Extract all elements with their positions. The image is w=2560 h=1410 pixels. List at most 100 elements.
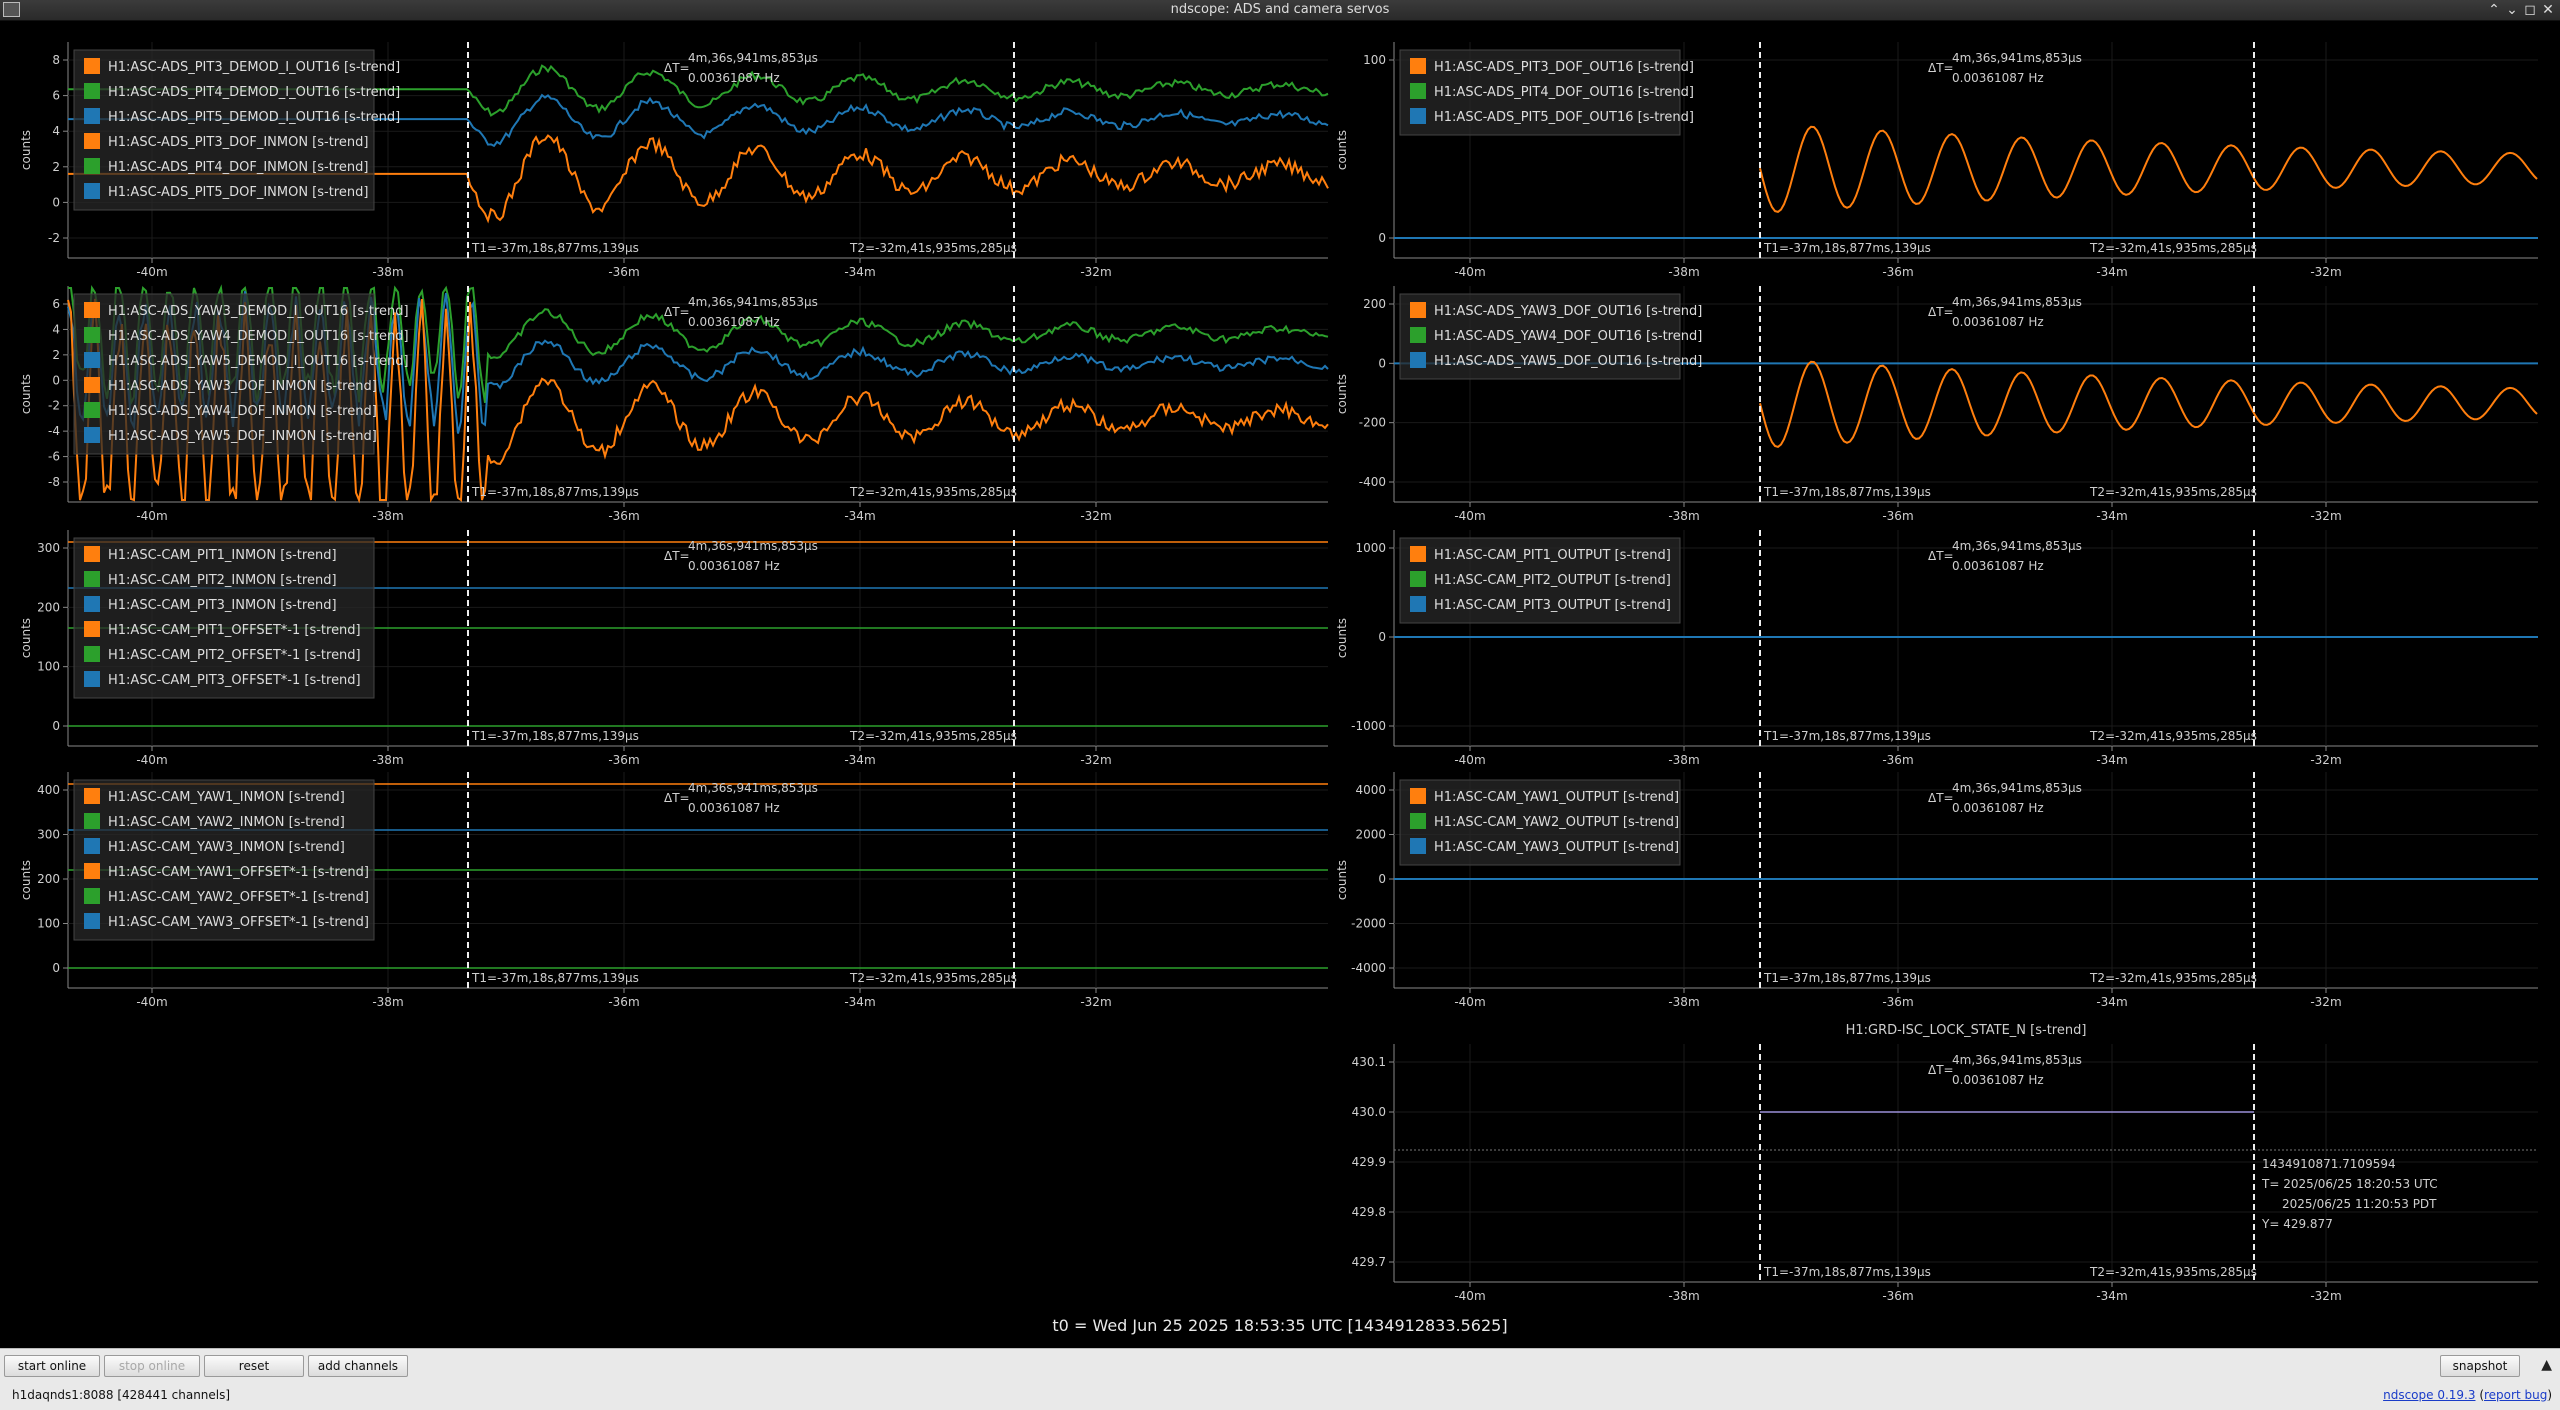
t1-label: T1=-37m,18s,877ms,139μs: [1763, 729, 1931, 743]
delta-time: 4m,36s,941ms,853μs: [1952, 295, 2082, 309]
x-tick-label: -40m: [1454, 1289, 1485, 1303]
delta-time: 4m,36s,941ms,853μs: [1952, 51, 2082, 65]
y-tick-label: 8: [52, 53, 60, 67]
x-tick-label: -32m: [2310, 995, 2341, 1009]
legend-entry: H1:ASC-CAM_PIT1_INMON [s-trend]: [108, 548, 337, 563]
delta-freq: 0.00361087 Hz: [688, 559, 780, 573]
legend-swatch: [84, 838, 100, 854]
window-titlebar: ndscope: ADS and camera servos ⌃ ⌄ ◻ ✕: [0, 0, 2560, 21]
legend-box: [73, 293, 375, 455]
legend-swatch: [84, 402, 100, 418]
legend-swatch: [1410, 58, 1426, 74]
y-tick-label: 2: [52, 348, 60, 362]
legend-entry: H1:ASC-ADS_PIT5_DOF_INMON [s-trend]: [108, 185, 368, 200]
legend-entry: H1:ASC-CAM_YAW3_OUTPUT [s-trend]: [1434, 840, 1679, 855]
legend-entry: H1:ASC-CAM_PIT1_OFFSET*-1 [s-trend]: [108, 623, 361, 638]
y-tick-label: -8: [48, 475, 60, 489]
collapse-icon[interactable]: ▲: [2541, 1357, 2552, 1373]
y-tick-label: 100: [37, 660, 60, 674]
legend-entry: H1:ASC-CAM_YAW2_INMON [s-trend]: [108, 815, 345, 830]
x-tick-label: -38m: [372, 995, 403, 1009]
x-tick-label: -32m: [2310, 753, 2341, 767]
legend-entry: H1:ASC-ADS_PIT4_DEMOD_I_OUT16 [s-trend]: [108, 85, 400, 100]
t2-label: T2=-32m,41s,935ms,285μs: [849, 971, 1017, 985]
start-online-button[interactable]: start online: [4, 1355, 100, 1377]
y-tick-label: 300: [37, 541, 60, 555]
cursor-info-line: 1434910871.7109594: [2262, 1157, 2396, 1171]
legend-swatch: [84, 158, 100, 174]
t2-label: T2=-32m,41s,935ms,285μs: [849, 241, 1017, 255]
legend-entry: H1:ASC-ADS_YAW5_DOF_INMON [s-trend]: [108, 429, 377, 444]
delta-time: 4m,36s,941ms,853μs: [688, 539, 818, 553]
plot-panel-p7: -40m -38m -36m -34m -32m 400 300 200 100 0 counts T…: [19, 772, 1328, 1009]
y-tick-label: 200: [37, 600, 60, 614]
close-icon[interactable]: ✕: [2542, 2, 2554, 18]
plot-panel-p2: -40m -38m -36m -34m -32m 100 0 counts T1=-37m,18…: [1335, 42, 2538, 279]
delta-label: ΔT=: [664, 61, 690, 75]
snapshot-button[interactable]: snapshot: [2440, 1355, 2520, 1377]
legend-swatch: [84, 352, 100, 368]
x-tick-label: -36m: [608, 509, 639, 523]
maximize-icon[interactable]: ◻: [2524, 2, 2536, 18]
reset-button[interactable]: reset: [204, 1355, 304, 1377]
y-tick-label: 200: [1363, 297, 1386, 311]
restore-icon[interactable]: ⌄: [2506, 2, 2518, 18]
x-tick-label: -40m: [1454, 753, 1485, 767]
y-axis-label: counts: [1335, 374, 1349, 414]
delta-time: 4m,36s,941ms,853μs: [1952, 539, 2082, 553]
x-tick-label: -36m: [1882, 1289, 1913, 1303]
x-tick-label: -34m: [2096, 1289, 2127, 1303]
add-channels-button[interactable]: add channels: [308, 1355, 408, 1377]
y-tick-label: -4000: [1351, 961, 1386, 975]
t1-label: T1=-37m,18s,877ms,139μs: [1763, 241, 1931, 255]
y-tick-label: 4: [52, 322, 60, 336]
minimize-icon[interactable]: ⌃: [2488, 2, 2500, 18]
delta-freq: 0.00361087 Hz: [688, 801, 780, 815]
legend-entry: H1:ASC-CAM_PIT2_INMON [s-trend]: [108, 573, 337, 588]
y-tick-label: -2000: [1351, 917, 1386, 931]
legend-swatch: [84, 888, 100, 904]
version-link[interactable]: ndscope 0.19.3: [2383, 1388, 2476, 1402]
delta-label: ΔT=: [664, 305, 690, 319]
legend-swatch: [1410, 788, 1426, 804]
legend-swatch: [1410, 108, 1426, 124]
t1-label: T1=-37m,18s,877ms,139μs: [1763, 1265, 1931, 1279]
legend-swatch: [84, 58, 100, 74]
legend-swatch: [1410, 352, 1426, 368]
plot-title: H1:GRD-ISC_LOCK_STATE_N [s-trend]: [1846, 1023, 2087, 1038]
plot-area[interactable]: -40m -38m -36m -34m -32m 8 6 4 2 0 -2 counts T1=-37m…: [0, 20, 2560, 1316]
plot-panel-p6: -40m -38m -36m -34m -32m 1000 0 -1000 counts T1=-…: [1335, 530, 2538, 767]
delta-freq: 0.00361087 Hz: [1952, 559, 2044, 573]
x-tick-label: -34m: [2096, 753, 2127, 767]
window-title: ndscope: ADS and camera servos: [1170, 2, 1390, 17]
legend-swatch: [1410, 327, 1426, 343]
trace-orange: [67, 298, 1329, 504]
legend-entry: H1:ASC-CAM_PIT3_INMON [s-trend]: [108, 598, 337, 613]
delta-time: 4m,36s,941ms,853μs: [1952, 1053, 2082, 1067]
x-tick-label: -32m: [2310, 1289, 2341, 1303]
x-tick-label: -38m: [372, 509, 403, 523]
app-icon[interactable]: [3, 2, 20, 17]
y-tick-label: -4: [48, 424, 60, 438]
x-tick-label: -36m: [1882, 753, 1913, 767]
x-tick-label: -36m: [1882, 509, 1913, 523]
y-axis-label: counts: [19, 860, 33, 900]
x-tick-label: -38m: [372, 753, 403, 767]
x-tick-label: -40m: [1454, 265, 1485, 279]
delta-time: 4m,36s,941ms,853μs: [1952, 781, 2082, 795]
stop-online-button[interactable]: stop online: [104, 1355, 200, 1377]
legend-swatch: [84, 621, 100, 637]
y-tick-label: 0: [1378, 356, 1386, 370]
legend-box: [73, 49, 375, 211]
y-tick-label: 429.7: [1352, 1255, 1386, 1269]
legend-swatch: [1410, 813, 1426, 829]
report-bug-link[interactable]: report bug: [2484, 1388, 2548, 1402]
legend-swatch: [84, 302, 100, 318]
delta-freq: 0.00361087 Hz: [688, 71, 780, 85]
y-tick-label: 0: [52, 373, 60, 387]
legend-swatch: [1410, 546, 1426, 562]
y-tick-label: 2000: [1355, 828, 1386, 842]
y-tick-label: 4: [52, 124, 60, 138]
legend-box: [73, 779, 375, 941]
legend-swatch: [84, 427, 100, 443]
